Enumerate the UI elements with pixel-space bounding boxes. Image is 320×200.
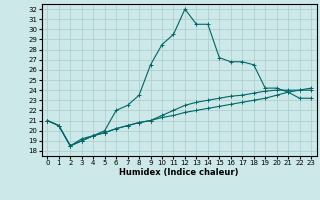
- X-axis label: Humidex (Indice chaleur): Humidex (Indice chaleur): [119, 168, 239, 177]
